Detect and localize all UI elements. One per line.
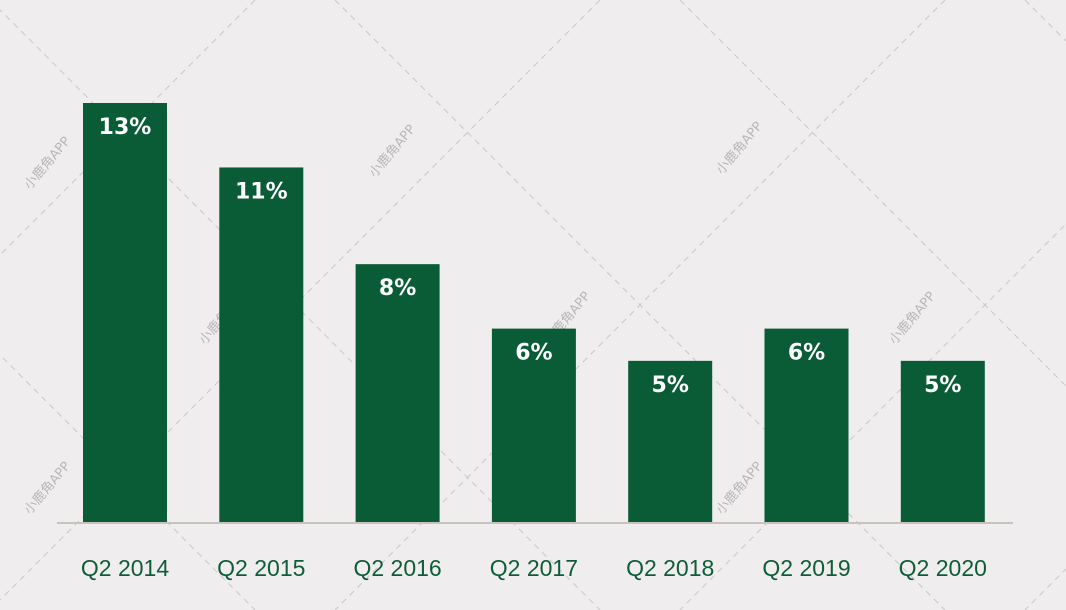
- watermark-line: [679, 223, 1066, 610]
- x-tick-label: Q2 2018: [626, 555, 714, 581]
- bar-value-label: 11%: [235, 179, 288, 204]
- bar-q2-2014: [83, 103, 167, 522]
- watermark-text: 小鹿角APP: [21, 133, 74, 192]
- watermark-text: 小鹿角APP: [713, 118, 766, 177]
- watermark-text: 小鹿角APP: [886, 288, 939, 347]
- bar-value-label: 6%: [515, 341, 552, 366]
- x-tick-label: Q2 2014: [81, 555, 169, 581]
- bar-q2-2020: [900, 360, 985, 522]
- watermark-line: [1024, 568, 1066, 610]
- bar-labels-group: 13% 11% 8% 6% 5% 6% 5%: [99, 115, 962, 398]
- bar-q2-2015: [219, 167, 304, 522]
- watermark-text: 小鹿角APP: [713, 458, 766, 517]
- bars-group: [83, 103, 985, 522]
- watermark-line: [679, 0, 1066, 387]
- bar-q2-2018: [628, 360, 713, 522]
- watermark-text: 小鹿角APP: [21, 458, 74, 517]
- bar-value-label: 8%: [379, 276, 416, 301]
- bar-q2-2016: [355, 264, 440, 522]
- watermark-line: [0, 0, 256, 256]
- bar-q2-2019: [764, 328, 849, 522]
- x-tick-label: Q2 2015: [217, 555, 305, 581]
- x-tick-label: Q2 2016: [353, 555, 441, 581]
- bar-value-label: 13%: [99, 115, 152, 140]
- bar-q2-2017: [491, 328, 576, 522]
- x-tick-labels-group: Q2 2014 Q2 2015 Q2 2016 Q2 2017 Q2 2018 Q2 20…: [81, 555, 987, 581]
- x-tick-label: Q2 2020: [899, 555, 987, 581]
- watermark-line: [1024, 0, 1066, 42]
- bar-value-label: 5%: [652, 373, 689, 398]
- bar-value-label: 5%: [924, 373, 961, 398]
- x-tick-label: Q2 2019: [762, 555, 850, 581]
- bar-value-label: 6%: [788, 341, 825, 366]
- x-tick-label: Q2 2017: [490, 555, 578, 581]
- watermark-text: 小鹿角APP: [366, 121, 419, 180]
